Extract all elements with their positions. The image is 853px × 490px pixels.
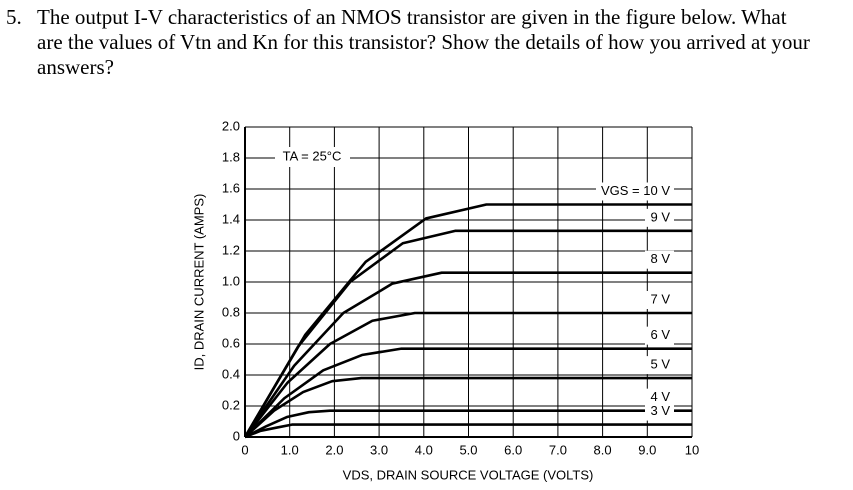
x-tick-label: 0 <box>241 442 248 457</box>
question-number: 5. <box>6 5 22 29</box>
x-tick-label: 7.0 <box>549 442 567 457</box>
y-tick-label: 1.6 <box>222 180 240 195</box>
y-tick-label: 2.0 <box>222 118 240 133</box>
series-label-bg <box>645 388 674 407</box>
x-axis-label: VDS, DRAIN SOURCE VOLTAGE (VOLTS) <box>343 467 594 482</box>
series-label: 7 V <box>650 291 670 306</box>
x-tick-label: 4.0 <box>415 442 433 457</box>
y-axis-label: ID, DRAIN CURRENT (AMPS) <box>191 194 206 371</box>
y-tick-label: 0.4 <box>222 366 240 381</box>
series-label-bg <box>645 291 674 309</box>
curve <box>244 409 692 439</box>
x-tick-label: 3.0 <box>370 442 388 457</box>
x-tick-label: 1.0 <box>281 442 299 457</box>
curve <box>243 271 692 438</box>
question-line: answers? <box>37 55 114 79</box>
y-tick-label: 1.4 <box>222 211 240 226</box>
x-tick-label: 6.0 <box>504 442 522 457</box>
curve <box>243 311 692 438</box>
y-tick-label: 1.0 <box>222 273 240 288</box>
annotation: TA = 25°C <box>283 148 342 163</box>
series-label: 9 V <box>650 209 670 224</box>
series-label: 3 V <box>650 403 670 418</box>
y-tick-label: 0 <box>233 428 240 443</box>
series-label: 6 V <box>650 327 670 342</box>
series-label: VGS = 10 V <box>601 183 670 198</box>
curve <box>244 376 692 438</box>
curve <box>244 423 692 439</box>
series-label-bg <box>645 326 674 345</box>
curve <box>243 229 692 438</box>
x-tick-label: 8.0 <box>594 442 612 457</box>
x-tick-label: 5.0 <box>459 442 477 457</box>
x-tick-label: 9.0 <box>638 442 656 457</box>
y-tick-label: 1.2 <box>222 242 240 257</box>
y-tick-label: 0.2 <box>222 397 240 412</box>
series-label-bg <box>645 356 674 375</box>
series-label: 8 V <box>650 251 670 266</box>
question-line: The output I-V characteristics of an NMO… <box>37 5 787 29</box>
y-tick-label: 0.8 <box>222 304 240 319</box>
question-line: are the values of Vtn and Kn for this tr… <box>37 30 810 54</box>
y-tick-label: 0.6 <box>222 335 240 350</box>
x-tick-label: 2.0 <box>325 442 343 457</box>
series-label-bg <box>596 182 674 201</box>
annotation-bg <box>275 147 350 167</box>
curve <box>244 347 692 438</box>
series-label: 5 V <box>650 357 670 372</box>
y-tick-label: 1.8 <box>222 149 240 164</box>
series-label: 4 V <box>650 389 670 404</box>
series-label-bg <box>645 402 674 421</box>
x-tick-label: 10 <box>685 442 699 457</box>
series-label-bg <box>645 250 674 269</box>
series-label-bg <box>645 208 674 227</box>
